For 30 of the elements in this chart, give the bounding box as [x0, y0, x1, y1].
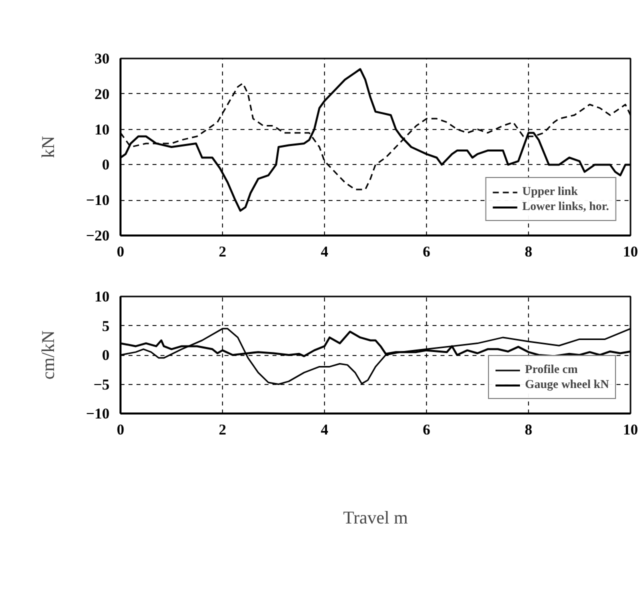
- x-tick-label: 4: [320, 422, 329, 438]
- y-tick-label: −10: [86, 193, 110, 210]
- x-tick-label: 10: [623, 244, 638, 260]
- x-tick-label: 2: [218, 244, 226, 260]
- y-tick-label: 20: [94, 86, 110, 103]
- y-tick-label: 0: [102, 348, 110, 364]
- legend-label: Lower links, hor.: [522, 199, 609, 214]
- x-tick-label: 0: [116, 244, 124, 260]
- legend-label: Gauge wheel kN: [525, 377, 609, 392]
- y-axis-title: kN: [38, 136, 58, 158]
- y-tick-label: −5: [93, 377, 110, 394]
- x-tick-label: 8: [524, 244, 532, 260]
- y-axis-title: cm/kN: [38, 330, 58, 380]
- x-tick-label: 4: [320, 244, 329, 260]
- y-tick-label: 10: [94, 290, 110, 306]
- x-tick-label: 10: [623, 422, 638, 438]
- y-tick-label: 30: [94, 52, 110, 68]
- x-tick-label: 2: [218, 422, 226, 438]
- legend-label: Profile cm: [525, 362, 578, 377]
- x-tick-label: 0: [116, 422, 124, 438]
- y-tick-label: 5: [102, 318, 110, 335]
- x-tick-label: 6: [422, 422, 431, 438]
- x-tick-label: 6: [422, 244, 431, 260]
- y-tick-label: 0: [102, 158, 110, 174]
- y-tick-label: −20: [86, 228, 110, 244]
- legend-label: Upper link: [522, 184, 578, 199]
- y-tick-label: −10: [86, 406, 110, 422]
- y-tick-label: 10: [94, 122, 110, 138]
- x-tick-label: 8: [524, 422, 532, 438]
- x-axis-title: Travel m: [343, 508, 408, 528]
